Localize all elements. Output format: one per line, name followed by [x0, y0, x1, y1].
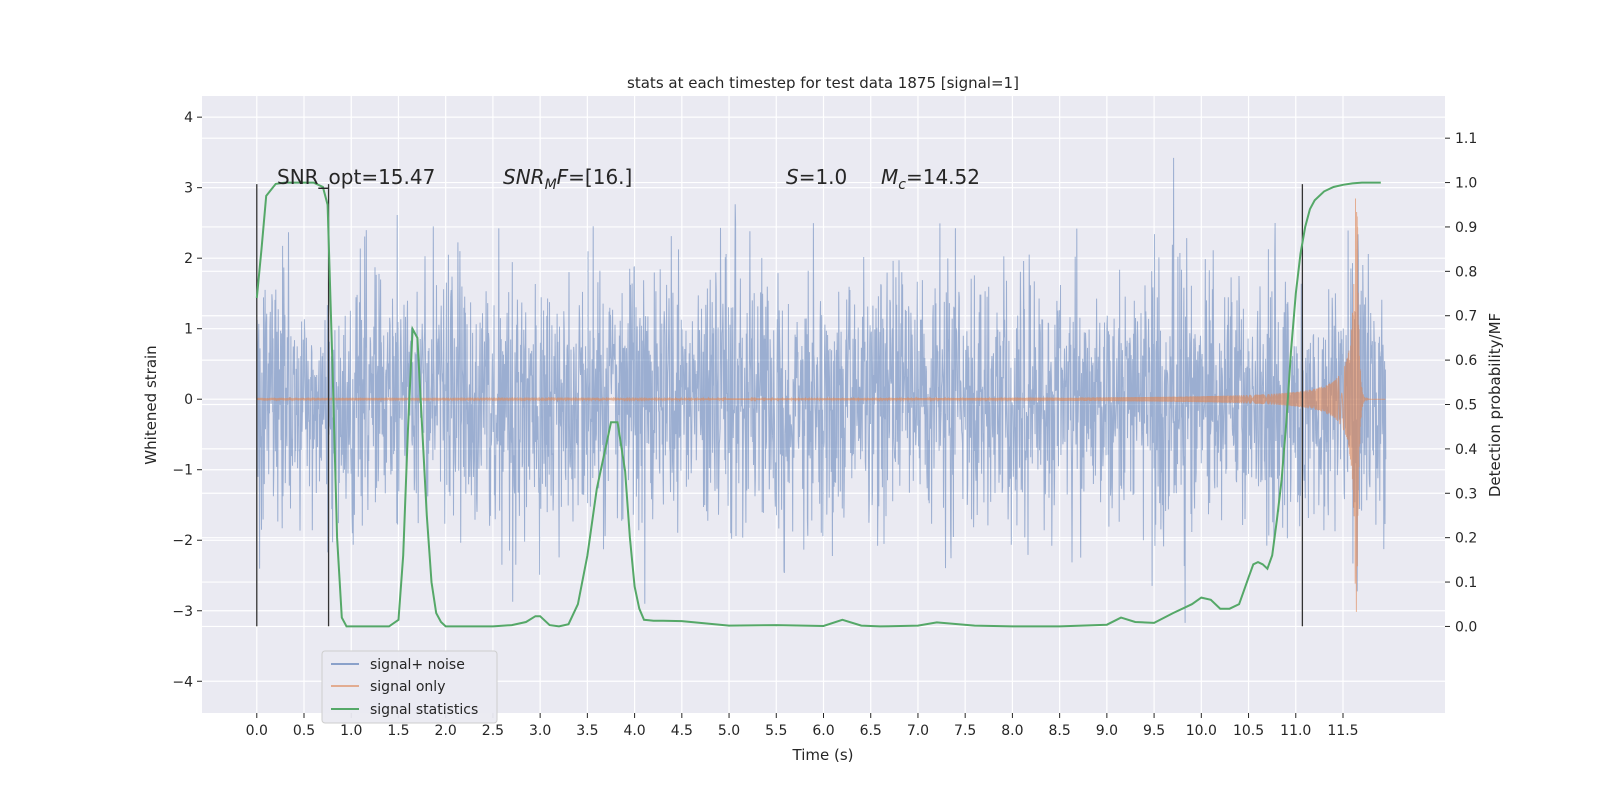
y-tick-label: 0: [184, 392, 193, 408]
y2-axis-label: Detection probability/MF: [1486, 313, 1504, 497]
legend-label-signal-statistics: signal statistics: [370, 702, 478, 718]
x-tick-label: 11.5: [1327, 723, 1358, 739]
x-tick-label: 3.5: [576, 723, 598, 739]
x-tick-label: 8.0: [1001, 723, 1023, 739]
legend-label-signal-noise: signal+ noise: [370, 657, 465, 673]
x-tick-label: 6.5: [860, 723, 882, 739]
annotation-mc-main: M: [881, 165, 898, 189]
y2-tick-label: 1.1: [1455, 131, 1477, 147]
y-tick-label: −4: [172, 674, 193, 690]
y2-tick-label: 0.4: [1455, 442, 1477, 458]
y2-tick-label: 0.2: [1455, 531, 1477, 547]
x-tick-label: 7.0: [907, 723, 929, 739]
x-axis-label: Time (s): [792, 746, 854, 764]
signal-only-series: [256, 198, 1386, 612]
y2-tick-label: 1.0: [1455, 176, 1477, 192]
annotation-snr-mf-main: SNR: [503, 165, 545, 189]
y2-tick-label: 0.3: [1455, 486, 1477, 502]
x-tick-label: 9.0: [1096, 723, 1118, 739]
x-tick-label: 5.0: [718, 723, 740, 739]
annotation-snr-mf-rest: =[16.]: [568, 165, 632, 189]
y2-tick-label: 0.7: [1455, 309, 1477, 325]
y-axis-label: Whitened strain: [142, 345, 160, 464]
y2-tick-label: 0.5: [1455, 398, 1477, 414]
signal-only-line: [256, 198, 1386, 612]
x-tick-label: 10.5: [1233, 723, 1264, 739]
annotation-snr-mf-rest-italic: F: [557, 165, 569, 189]
x-tick-label: 10.0: [1186, 723, 1217, 739]
y-tick-label: −3: [172, 604, 193, 620]
annotation-s-label: S: [786, 165, 799, 189]
legend: signal+ noise signal only signal statist…: [321, 650, 498, 724]
signal-statistics-series: [255, 181, 1381, 628]
x-tick-label: 2.0: [435, 723, 457, 739]
annotation-s: S=1.0: [786, 165, 847, 189]
x-tick-label: 8.5: [1048, 723, 1070, 739]
y2-tick-label: 0.0: [1455, 619, 1477, 635]
x-tick-label: 1.0: [340, 723, 362, 739]
annotation-snr-mf-sub: M: [545, 177, 557, 193]
x-tick-label: 7.5: [954, 723, 976, 739]
x-tick-label: 0.0: [246, 723, 268, 739]
x-tick-label: 0.5: [293, 723, 315, 739]
annotation-mc-value: =14.52: [906, 165, 980, 189]
grid: [202, 96, 1445, 713]
annotation-snr-opt: SNR_opt=15.47: [277, 165, 435, 189]
legend-label-signal-only: signal only: [370, 679, 445, 695]
y2-tick-label: 0.6: [1455, 353, 1477, 369]
annotation-snr-mf: SNRMF=[16.]: [503, 165, 632, 193]
x-axis-ticks: 0.0 0.5 1.0 1.5 2.0 2.5 3.0 3.5 4.0 4.5 5.0 5.5 6.0 6…: [246, 713, 1359, 739]
y-tick-label: −1: [172, 463, 193, 479]
y-tick-label: 1: [184, 322, 193, 338]
x-tick-label: 2.5: [482, 723, 504, 739]
x-tick-label: 4.0: [623, 723, 645, 739]
y2-tick-label: 0.8: [1455, 264, 1477, 280]
y-tick-label: 4: [184, 110, 193, 126]
y2-tick-label: 0.9: [1455, 220, 1477, 236]
legend-box: [321, 650, 498, 724]
annotation-mc-sub: c: [898, 177, 906, 193]
x-tick-label: 11.0: [1280, 723, 1311, 739]
y2-tick-label: 0.1: [1455, 575, 1477, 591]
x-tick-label: 9.5: [1143, 723, 1165, 739]
y-axis-ticks: −4 −3 −2 −1 0 1 2 3 4: [172, 110, 202, 690]
signal-statistics-line: [255, 181, 1381, 628]
x-tick-label: 4.5: [671, 723, 693, 739]
x-tick-label: 5.5: [765, 723, 787, 739]
annotation-mc: Mc=14.52: [881, 165, 980, 193]
y-tick-label: 3: [184, 181, 193, 197]
y2-axis-ticks: 0.0 0.1 0.2 0.3 0.4 0.5 0.6 0.7 0.8 0.9 1.0 1.1: [1445, 131, 1477, 635]
annotation-s-value: =1.0: [799, 165, 848, 189]
y-tick-label: 2: [184, 251, 193, 267]
x-tick-label: 1.5: [387, 723, 409, 739]
chart-title: stats at each timestep for test data 187…: [627, 74, 1019, 92]
x-tick-label: 3.0: [529, 723, 551, 739]
x-tick-label: 6.0: [812, 723, 834, 739]
y-tick-label: −2: [172, 533, 193, 549]
